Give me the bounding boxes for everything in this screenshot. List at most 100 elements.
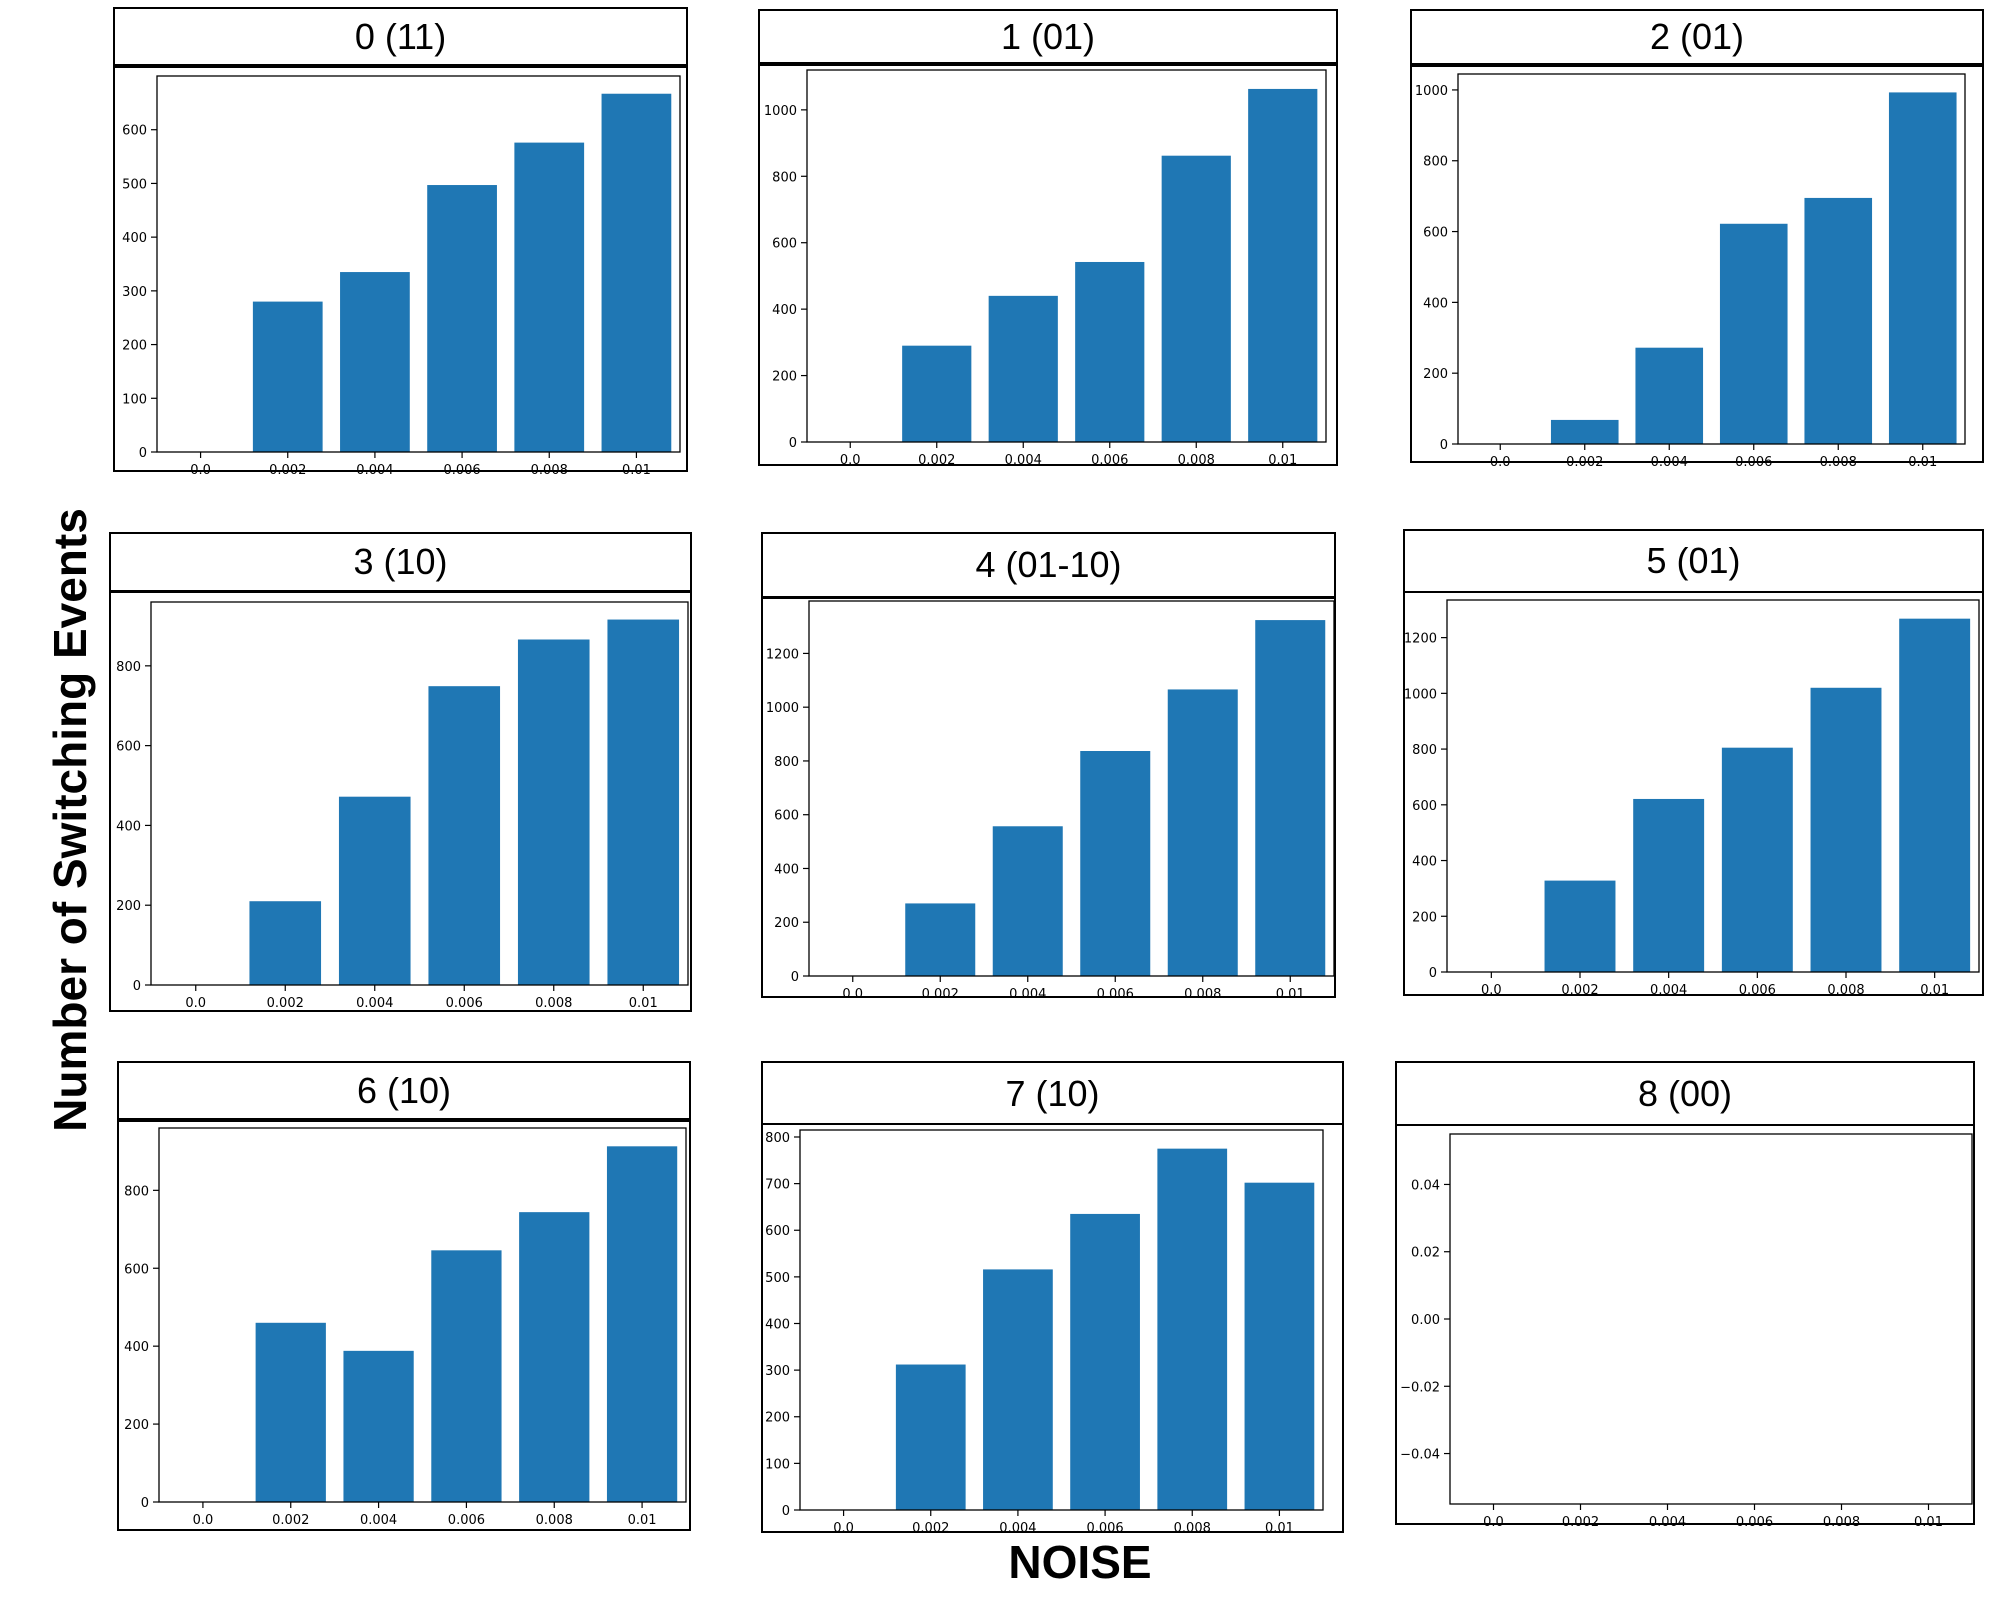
axes-box bbox=[806, 69, 1327, 443]
x-axis-label: NOISE bbox=[1008, 1536, 1152, 1588]
y-tick-label: 800 bbox=[774, 755, 799, 770]
y-tick-label: 0 bbox=[789, 436, 797, 451]
x-tick-label: 0.002 bbox=[272, 1513, 309, 1528]
x-tick-label: 0.006 bbox=[448, 1513, 485, 1528]
y-tick-label: 1200 bbox=[1404, 632, 1437, 647]
axes-box bbox=[808, 600, 1335, 977]
bar-chart-0: 0 100 200 300 400 500 600 0.0 0.002 0.004 0.006 0.0… bbox=[122, 75, 681, 478]
bar-0.008 bbox=[1167, 689, 1238, 976]
x-tick-label: 0.004 bbox=[1005, 453, 1042, 468]
bar-chart-8: −0.04 −0.02 0.00 0.02 0.04 0.0 0.002 0.004 0.006… bbox=[1400, 1133, 1973, 1530]
bar-0.006 bbox=[428, 686, 501, 985]
y-tick-label: 800 bbox=[1412, 743, 1437, 758]
bar-0.002 bbox=[902, 345, 972, 442]
y-tick-label: 700 bbox=[765, 1178, 790, 1193]
bar-0.01 bbox=[606, 1146, 678, 1502]
panel-frame: 0 100 200 300 400 500 600 0.0 0.002 0.004 0.006 0.0… bbox=[113, 66, 688, 478]
x-tick-label: 0.002 bbox=[912, 1521, 949, 1536]
x-tick-label: 0.01 bbox=[1914, 1515, 1943, 1530]
x-tick-label: 0.006 bbox=[446, 996, 483, 1011]
x-tick-label: 0.006 bbox=[1086, 1521, 1123, 1536]
panel-frame: 0 200 400 600 800 1000 0.0 0.002 0.004 0.006 0.008… bbox=[758, 64, 1338, 468]
y-tick-label: 600 bbox=[772, 237, 797, 252]
x-tick-label: 0.008 bbox=[1823, 1515, 1860, 1530]
y-axis-label: Number of Switching Events bbox=[44, 508, 96, 1132]
x-tick-label: 0.0 bbox=[842, 987, 863, 1002]
y-tick-label: 600 bbox=[116, 740, 141, 755]
y-tick-label: −0.02 bbox=[1400, 1380, 1440, 1395]
x-tick-label: 0.008 bbox=[1178, 453, 1215, 468]
panel-title: 7 (10) bbox=[761, 1061, 1344, 1126]
panel-frame: 0 200 400 600 800 1000 0.0 0.002 0.004 0.006 0.008… bbox=[1410, 65, 1984, 470]
y-tick-label: 500 bbox=[122, 177, 147, 192]
x-tick-label: 0.0 bbox=[840, 453, 861, 468]
y-tick-label: 1200 bbox=[766, 647, 799, 662]
y-tick-label: −0.04 bbox=[1400, 1448, 1440, 1463]
bar-0.004 bbox=[1635, 347, 1704, 444]
x-tick-label: 0.002 bbox=[267, 996, 304, 1011]
axes-box bbox=[1446, 599, 1980, 973]
y-tick-label: 1000 bbox=[1404, 687, 1437, 702]
axes-box bbox=[1457, 73, 1966, 445]
x-tick-label: 0.004 bbox=[1651, 455, 1688, 470]
axes-box bbox=[1449, 1133, 1973, 1505]
x-tick-label: 0.01 bbox=[628, 1513, 657, 1528]
x-tick-label: 0.004 bbox=[360, 1513, 397, 1528]
x-tick-label: 0.002 bbox=[922, 987, 959, 1002]
bar-0.004 bbox=[338, 796, 411, 985]
bar-0.006 bbox=[427, 185, 497, 452]
bar-0.01 bbox=[1255, 620, 1326, 976]
y-tick-label: 400 bbox=[122, 231, 147, 246]
bar-0.01 bbox=[1244, 1182, 1315, 1510]
bar-0.006 bbox=[431, 1250, 502, 1502]
bar-0.008 bbox=[517, 639, 590, 985]
y-tick-label: 600 bbox=[1423, 226, 1448, 241]
bar-0.006 bbox=[1719, 223, 1788, 444]
bar-0.002 bbox=[905, 903, 976, 976]
x-tick-label: 0.008 bbox=[1184, 987, 1221, 1002]
y-tick-label: 600 bbox=[122, 124, 147, 139]
y-tick-label: 200 bbox=[765, 1411, 790, 1426]
axes-box bbox=[156, 75, 681, 453]
bar-0.006 bbox=[1721, 747, 1793, 972]
y-tick-label: 600 bbox=[124, 1262, 149, 1277]
bar-0.008 bbox=[514, 142, 585, 452]
x-tick-label: 0.008 bbox=[536, 1513, 573, 1528]
y-axis-label-container: Number of Switching Events bbox=[40, 490, 100, 1150]
x-tick-label: 0.006 bbox=[1097, 987, 1134, 1002]
y-tick-label: 0.04 bbox=[1411, 1178, 1440, 1193]
y-tick-label: 200 bbox=[1412, 910, 1437, 925]
y-tick-label: 200 bbox=[116, 899, 141, 914]
y-tick-label: 200 bbox=[772, 370, 797, 385]
panel-title: 5 (01) bbox=[1403, 529, 1984, 593]
panel-title: 3 (10) bbox=[109, 532, 692, 592]
bar-0.01 bbox=[607, 619, 680, 985]
panel-frame: 0 200 400 600 800 1000 1200 0.0 0.002 0.004 0.006 0… bbox=[1403, 591, 1984, 998]
bar-chart-6: 0 200 400 600 800 0.0 0.002 0.004 0.006 0.008 0.01 bbox=[124, 1127, 687, 1528]
bar-0.002 bbox=[252, 301, 323, 452]
bar-0.008 bbox=[1810, 687, 1882, 972]
x-tick-label: 0.002 bbox=[1566, 455, 1603, 470]
axes-box bbox=[799, 1129, 1324, 1511]
y-tick-label: 1000 bbox=[766, 701, 799, 716]
y-tick-label: 800 bbox=[765, 1131, 790, 1146]
y-tick-label: 1000 bbox=[1415, 84, 1448, 99]
bar-0.006 bbox=[1070, 1213, 1140, 1510]
panel-title: 8 (00) bbox=[1395, 1061, 1975, 1126]
y-tick-label: 400 bbox=[765, 1317, 790, 1332]
x-tick-label: 0.01 bbox=[1265, 1521, 1294, 1536]
y-tick-label: 0.00 bbox=[1411, 1313, 1440, 1328]
panel-title: 1 (01) bbox=[758, 9, 1338, 64]
y-tick-label: 800 bbox=[1423, 155, 1448, 170]
y-tick-label: 800 bbox=[116, 660, 141, 675]
panel-frame: 0 200 400 600 800 1000 1200 0.0 0.002 0.004 0.006 0… bbox=[761, 597, 1336, 1002]
panel-title: 0 (11) bbox=[113, 7, 688, 66]
x-tick-label: 0.006 bbox=[1735, 455, 1772, 470]
panel-frame: 0 200 400 600 800 0.0 0.002 0.004 0.006 0.008 0.01 bbox=[109, 591, 692, 1012]
y-tick-label: 400 bbox=[124, 1340, 149, 1355]
x-tick-label: 0.01 bbox=[622, 463, 651, 478]
y-tick-label: 0 bbox=[1440, 438, 1448, 453]
bar-0.008 bbox=[1804, 197, 1873, 444]
bar-0.01 bbox=[1888, 92, 1957, 444]
panel-title: 4 (01-10) bbox=[761, 532, 1336, 598]
